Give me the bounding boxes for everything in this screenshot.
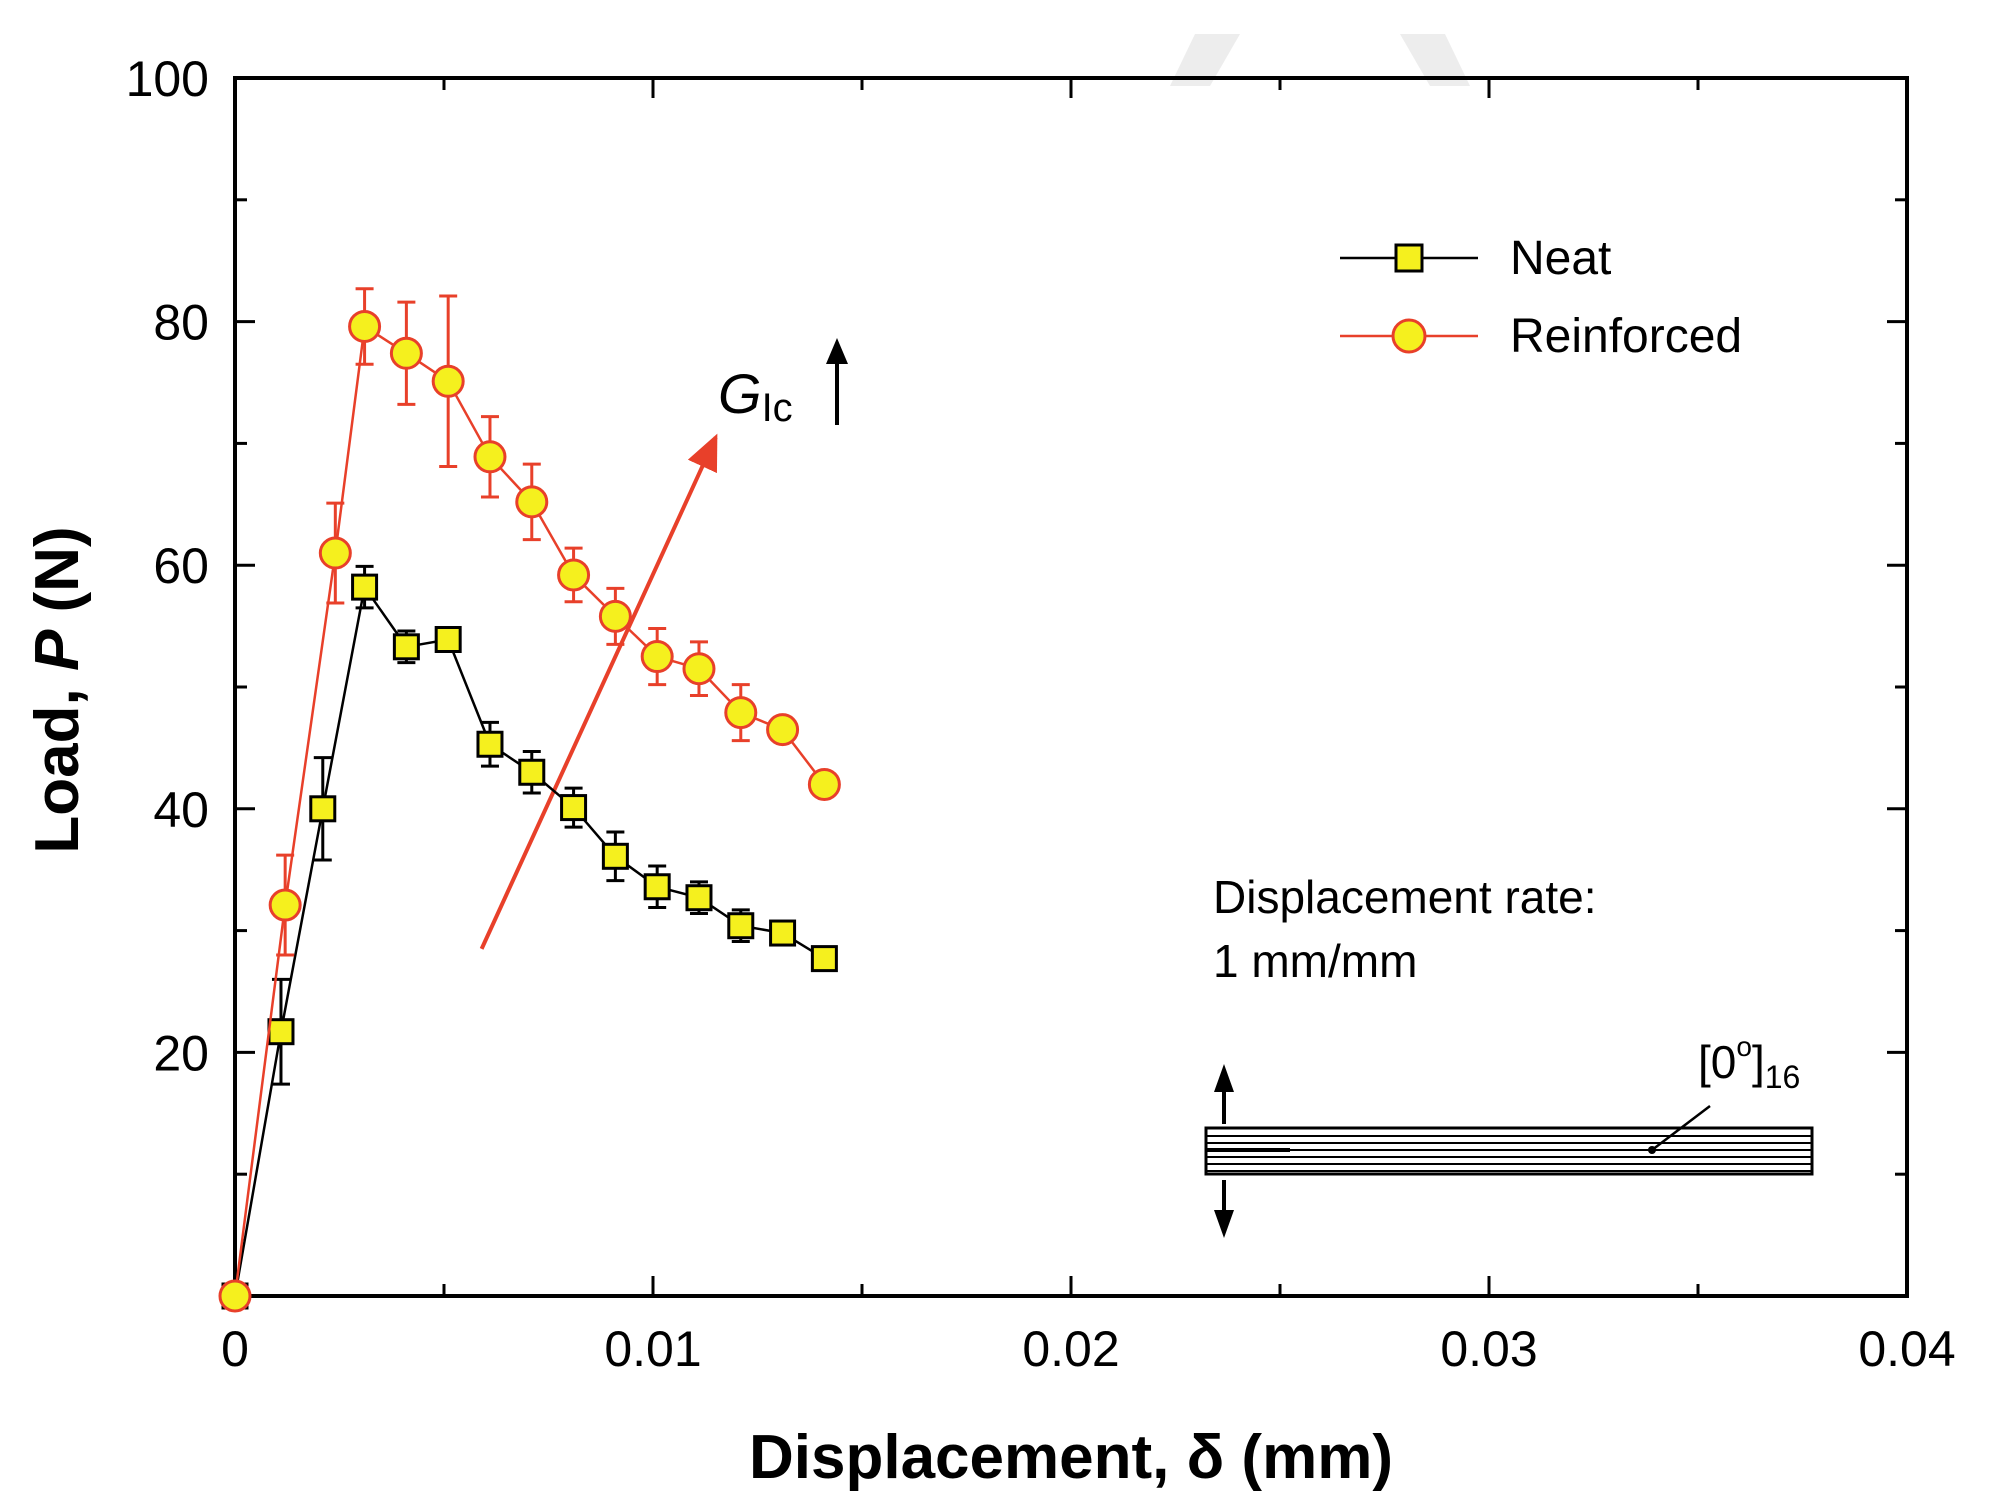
rate-label-line1: Displacement rate: bbox=[1213, 871, 1597, 923]
data-point bbox=[727, 912, 755, 940]
x-tick-label: 0.02 bbox=[1022, 1321, 1119, 1377]
layup-label: [0o]16 bbox=[1698, 1031, 1800, 1095]
data-point bbox=[309, 795, 337, 823]
data-point bbox=[643, 873, 671, 901]
glc-label: GIc bbox=[718, 338, 848, 430]
data-point bbox=[392, 633, 420, 661]
y-tick-label: 60 bbox=[153, 538, 209, 594]
y-tick-label: 80 bbox=[153, 295, 209, 351]
plot-frame bbox=[233, 76, 1909, 1298]
rate-label-line2: 1 mm/mm bbox=[1213, 935, 1417, 987]
series-reinforced bbox=[218, 287, 841, 1313]
layup-leader-line bbox=[1651, 1105, 1711, 1151]
x-tick-label: 0.04 bbox=[1858, 1321, 1955, 1377]
data-point bbox=[473, 440, 507, 474]
svg-text:Reinforced: Reinforced bbox=[1510, 310, 1742, 363]
legend-entry-reinforced: Reinforced bbox=[1340, 310, 1742, 363]
legend-marker-circle bbox=[1391, 318, 1427, 354]
data-point bbox=[601, 842, 629, 870]
data-point bbox=[560, 794, 588, 822]
svg-text:Neat: Neat bbox=[1510, 232, 1611, 285]
axis-ticks bbox=[233, 76, 1909, 1298]
load-arrow-up-icon bbox=[1214, 1064, 1234, 1124]
y-tick-label: 40 bbox=[153, 782, 209, 838]
data-point bbox=[682, 652, 716, 686]
y-tick-label: 20 bbox=[153, 1025, 209, 1081]
x-axis-title: Displacement, δ (mm) bbox=[749, 1423, 1393, 1492]
data-point bbox=[348, 309, 382, 343]
specimen-schematic: [0o]16 bbox=[1204, 1031, 1814, 1238]
data-point bbox=[434, 625, 462, 653]
data-point bbox=[810, 945, 838, 973]
data-point bbox=[318, 536, 352, 570]
up-arrow-icon bbox=[826, 338, 848, 425]
tick-labels: 0 0.01 0.02 0.03 0.04 20 40 60 80 100 bbox=[126, 51, 1956, 1377]
data-point bbox=[268, 888, 302, 922]
y-axis-title-unit: (N) bbox=[23, 526, 92, 629]
data-point bbox=[515, 485, 549, 519]
y-axis-title-symbol: P bbox=[23, 629, 92, 671]
data-point bbox=[518, 758, 546, 786]
data-point bbox=[351, 573, 379, 601]
glc-subscript: Ic bbox=[762, 386, 793, 430]
legend: Neat Reinforced bbox=[1340, 232, 1742, 363]
series-layer bbox=[218, 287, 841, 1313]
data-point bbox=[766, 713, 800, 747]
y-axis-title: Load, P (N) bbox=[23, 526, 92, 853]
series-neat bbox=[221, 564, 838, 1310]
data-point bbox=[431, 364, 465, 398]
x-tick-label: 0.03 bbox=[1440, 1321, 1537, 1377]
glc-symbol: G bbox=[718, 362, 762, 425]
y-tick-label: 100 bbox=[126, 51, 209, 107]
load-arrow-down-icon bbox=[1214, 1180, 1234, 1238]
data-point bbox=[218, 1279, 252, 1313]
data-point bbox=[557, 558, 591, 592]
data-point bbox=[724, 696, 758, 730]
legend-marker-square bbox=[1394, 243, 1424, 273]
data-point bbox=[598, 599, 632, 633]
data-point bbox=[769, 919, 797, 947]
watermark bbox=[1170, 34, 1470, 86]
data-point bbox=[389, 336, 423, 370]
x-tick-label: 0 bbox=[221, 1321, 249, 1377]
y-axis-title-prefix: Load, bbox=[23, 671, 92, 854]
x-tick-label: 0.01 bbox=[604, 1321, 701, 1377]
data-point bbox=[640, 640, 674, 674]
data-point bbox=[267, 1018, 295, 1046]
legend-entry-neat: Neat bbox=[1340, 232, 1611, 285]
trend-arrow bbox=[479, 433, 718, 950]
svg-text:GIc: GIc bbox=[718, 362, 793, 430]
data-point bbox=[476, 730, 504, 758]
layup-leader-dot bbox=[1648, 1146, 1656, 1154]
data-point bbox=[685, 884, 713, 912]
data-point bbox=[807, 767, 841, 801]
